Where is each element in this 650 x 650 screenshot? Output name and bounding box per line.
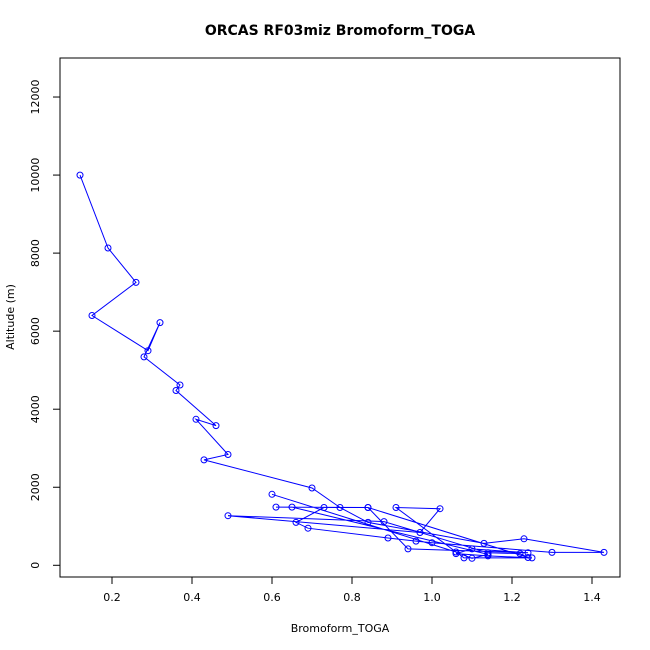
x-tick-label: 0.2 — [103, 591, 121, 604]
data-point — [524, 549, 532, 557]
x-tick-label: 0.4 — [183, 591, 201, 604]
data-point — [320, 504, 328, 511]
data-point — [304, 524, 312, 532]
y-tick-label: 10000 — [29, 158, 42, 193]
y-axis: 0 2000 4000 6000 8000 10000 12000 — [29, 80, 60, 569]
data-point — [224, 512, 232, 520]
data-point — [140, 353, 148, 361]
data-point — [192, 415, 200, 423]
data-point — [384, 534, 392, 542]
data-point — [336, 504, 344, 511]
data-point — [516, 550, 524, 558]
y-tick-label: 4000 — [29, 395, 42, 423]
data-point — [468, 545, 476, 553]
data-point — [76, 171, 84, 179]
data-point — [364, 518, 372, 526]
x-axis: 0.2 0.4 0.6 0.8 1.0 1.2 1.4 — [103, 577, 601, 604]
y-tick-label: 8000 — [29, 239, 42, 267]
data-point — [600, 548, 608, 556]
data-point — [212, 422, 220, 430]
x-tick-label: 1.2 — [503, 591, 521, 604]
data-point — [452, 548, 460, 556]
data-point — [436, 505, 444, 513]
series-line — [79, 174, 605, 559]
data-point — [524, 554, 532, 561]
data-point — [520, 535, 528, 543]
x-tick-label: 0.8 — [343, 591, 361, 604]
data-point — [172, 387, 180, 394]
data-point — [412, 537, 420, 545]
data-point — [364, 504, 372, 511]
x-tick-label: 1.4 — [583, 591, 601, 604]
data-point — [156, 319, 164, 327]
x-axis-label: Bromoform_TOGA — [291, 622, 390, 635]
data-point — [548, 548, 556, 556]
data-point — [484, 550, 492, 558]
series-layer — [76, 171, 608, 562]
data-point — [104, 244, 112, 252]
data-point — [528, 554, 536, 562]
data-point — [468, 554, 476, 562]
x-tick-label: 0.6 — [263, 591, 281, 604]
plot-frame — [59, 57, 621, 578]
data-point — [428, 539, 436, 547]
chart-title: ORCAS RF03miz Bromoform_TOGA — [205, 23, 476, 39]
data-point — [380, 518, 388, 526]
data-point — [132, 278, 140, 286]
data-point — [200, 456, 208, 464]
data-point — [292, 518, 300, 526]
data-point — [480, 539, 488, 547]
y-tick-label: 2000 — [29, 473, 42, 501]
data-point — [392, 504, 400, 511]
data-point — [404, 545, 412, 553]
data-point — [88, 312, 96, 319]
data-point — [176, 381, 184, 389]
y-tick-label: 6000 — [29, 317, 42, 345]
x-tick-label: 1.0 — [423, 591, 441, 604]
y-tick-label: 0 — [29, 562, 42, 569]
data-point — [288, 503, 296, 511]
data-point — [272, 503, 280, 511]
y-axis-label: Altitude (m) — [4, 284, 17, 350]
data-point — [416, 529, 424, 536]
data-point — [460, 554, 468, 562]
data-point — [268, 490, 276, 498]
data-point — [224, 451, 232, 458]
data-point — [308, 484, 316, 492]
y-tick-label: 12000 — [29, 80, 42, 115]
data-point — [144, 347, 152, 355]
